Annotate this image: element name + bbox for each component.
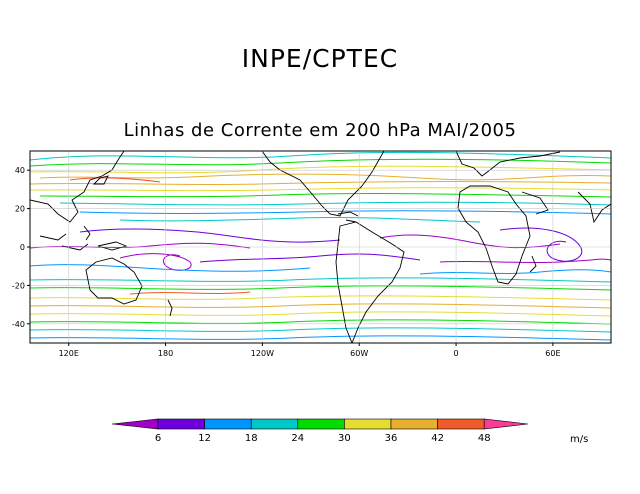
streamline xyxy=(119,253,192,271)
coastline-japan xyxy=(92,175,109,185)
colorbar-threshold-label: 24 xyxy=(291,433,304,444)
colorbar-threshold-label: 48 xyxy=(478,433,491,444)
coastline-india xyxy=(577,191,611,224)
coastline-madagascar xyxy=(529,255,537,273)
streamline xyxy=(30,327,611,333)
streamline xyxy=(69,177,161,183)
streamline xyxy=(499,227,583,262)
coastline-south-america xyxy=(335,221,405,343)
colorbar-swatch xyxy=(437,418,485,430)
colorbar: 6 12 18 24 30 36 42 48 xyxy=(111,418,529,444)
colorbar-threshold-label: 12 xyxy=(198,433,211,444)
streamline xyxy=(379,234,561,249)
lon-tick-label: 120E xyxy=(59,349,79,358)
streamline xyxy=(59,201,611,206)
streamline xyxy=(39,173,611,181)
lat-tick-label: 0 xyxy=(20,243,25,252)
streamline xyxy=(129,291,251,295)
streamline xyxy=(30,303,611,309)
coastlines-layer xyxy=(30,151,611,343)
colorbar-swatch xyxy=(390,418,438,430)
streamline xyxy=(439,258,611,264)
streamline xyxy=(30,165,611,174)
lon-tick-label: 120W xyxy=(251,349,274,358)
streamline xyxy=(30,295,611,301)
colorbar-threshold-label: 42 xyxy=(431,433,444,444)
lon-tick-label: 60E xyxy=(545,349,560,358)
colorbar-swatch xyxy=(157,418,205,430)
coastline-arabia xyxy=(521,191,549,215)
colorbar-swatch xyxy=(111,418,159,430)
streamline xyxy=(30,311,611,317)
lat-axis: 40 20 0 -20 -40 xyxy=(12,166,30,329)
colorbar-threshold-label: 18 xyxy=(245,433,258,444)
streamline xyxy=(419,269,611,275)
colorbar-swatch xyxy=(344,418,392,430)
colorbar-swatch xyxy=(204,418,252,430)
lon-tick-label: 60W xyxy=(350,349,368,358)
lat-tick-label: 20 xyxy=(15,205,25,214)
streamline xyxy=(30,277,611,283)
colorbar-swatch xyxy=(250,418,299,430)
grid-layer xyxy=(30,151,611,343)
streamline xyxy=(119,216,481,223)
streamline xyxy=(30,285,611,291)
streamline xyxy=(30,180,611,186)
colorbar-threshold-label: 6 xyxy=(155,433,161,444)
streamline xyxy=(30,264,311,272)
lat-tick-label: -40 xyxy=(12,320,25,329)
lon-tick-label: 0 xyxy=(454,349,459,358)
lon-axis: 120E 180 120W 60W 0 60E xyxy=(59,343,561,358)
map-title: Linhas de Corrente em 200 hPa MAI/2005 xyxy=(123,120,517,141)
lat-tick-label: 40 xyxy=(15,166,25,175)
streamline xyxy=(79,228,341,243)
streamline xyxy=(30,335,611,341)
organization-title: INPE/CPTEC xyxy=(241,44,399,73)
lat-tick-label: -20 xyxy=(12,281,25,290)
streamline xyxy=(30,158,611,167)
coastline-australia xyxy=(85,257,143,305)
streamline xyxy=(39,193,611,198)
coastline-islands xyxy=(39,225,128,251)
streamline xyxy=(30,151,611,161)
colorbar-swatch xyxy=(483,418,529,430)
streamline xyxy=(30,319,611,325)
coastline-asia xyxy=(30,151,125,223)
streamline xyxy=(199,253,421,263)
streamline xyxy=(30,187,611,192)
lon-tick-label: 180 xyxy=(158,349,173,358)
coastline-caribbean xyxy=(337,211,359,223)
streamlines-layer xyxy=(30,151,611,341)
colorbar-threshold-label: 36 xyxy=(385,433,398,444)
colorbar-threshold-label: 30 xyxy=(338,433,351,444)
coastline-new-zealand xyxy=(167,299,173,317)
colorbar-unit: m/s xyxy=(570,434,588,445)
streamline xyxy=(79,210,611,215)
coastline-africa xyxy=(457,185,531,285)
colorbar-swatch xyxy=(297,418,345,430)
